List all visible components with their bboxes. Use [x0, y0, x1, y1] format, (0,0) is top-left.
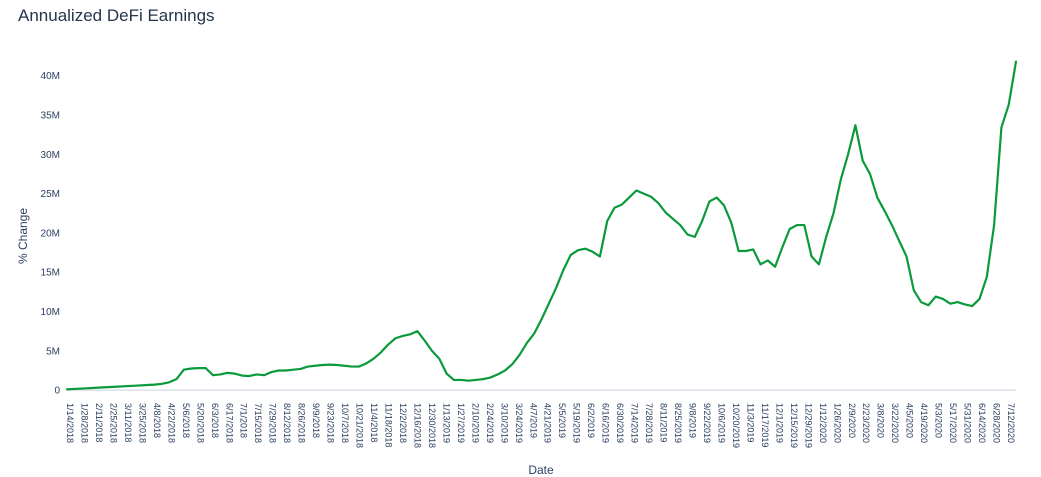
x-tick-label: 11/17/2019: [760, 403, 770, 447]
y-tick-label: 35M: [41, 111, 60, 122]
x-tick-label: 2/25/2018: [108, 403, 118, 443]
x-tick-label: 3/22/2020: [890, 403, 900, 443]
y-tick-label: 5M: [46, 346, 60, 357]
y-tick-labels: 0 5M 10M 15M 20M 25M 30M 35M 40M: [41, 71, 61, 396]
x-tick-label: 6/30/2019: [615, 403, 625, 443]
chart-title: Annualized DeFi Earnings: [18, 6, 215, 25]
x-tick-label: 5/19/2019: [572, 403, 582, 443]
x-tick-label: 4/22/2018: [166, 403, 176, 443]
x-tick-label: 1/13/2019: [441, 403, 451, 443]
series-line: [65, 60, 1018, 391]
x-tick-label: 9/9/2018: [311, 403, 321, 438]
x-tick-label: 4/21/2019: [543, 403, 553, 443]
x-tick-label: 3/24/2019: [514, 403, 524, 443]
y-tick-label: 10M: [41, 307, 60, 318]
x-tick-label: 1/27/2019: [456, 403, 466, 443]
x-tick-label: 6/3/2018: [210, 403, 220, 438]
x-tick-label: 1/12/2020: [818, 403, 828, 443]
x-tick-label: 12/30/2018: [427, 403, 437, 448]
x-tick-label: 8/26/2018: [297, 403, 307, 443]
x-tick-label: 12/2/2018: [398, 403, 408, 443]
x-tick-label: 12/16/2018: [412, 403, 422, 448]
x-tick-label: 7/14/2019: [630, 403, 640, 443]
x-tick-label: 10/6/2019: [716, 403, 726, 443]
x-tick-label: 7/12/2020: [1006, 403, 1016, 443]
x-tick-label: 6/28/2020: [992, 403, 1002, 443]
x-tick-label: 4/8/2018: [152, 403, 162, 438]
x-tick-label: 9/8/2019: [688, 403, 698, 438]
x-tick-label: 11/18/2018: [383, 403, 393, 447]
x-tick-label: 2/24/2019: [485, 403, 495, 443]
x-tick-label: 5/20/2018: [195, 403, 205, 443]
x-tick-label: 6/16/2019: [601, 403, 611, 443]
x-tick-label: 2/9/2020: [847, 403, 857, 438]
y-tick-label: 0: [54, 386, 60, 397]
x-tick-label: 9/22/2019: [702, 403, 712, 443]
x-tick-label: 7/29/2018: [268, 403, 278, 443]
x-tick-label: 1/26/2020: [832, 403, 842, 443]
x-tick-label: 2/11/2018: [94, 403, 104, 442]
x-tick-label: 5/6/2018: [181, 403, 191, 438]
y-tick-label: 25M: [41, 189, 60, 200]
x-tick-label: 11/4/2018: [369, 403, 379, 442]
x-tick-label: 7/15/2018: [253, 403, 263, 443]
x-tick-label: 9/23/2018: [326, 403, 336, 443]
x-tick-label: 3/11/2018: [123, 403, 133, 442]
x-tick-label: 10/20/2019: [731, 403, 741, 448]
y-tick-label: 15M: [41, 268, 60, 279]
x-tick-label: 1/28/2018: [79, 403, 89, 443]
x-tick-label: 1/14/2018: [65, 403, 75, 443]
y-axis-title: % Change: [16, 208, 30, 264]
x-tick-label: 5/31/2020: [963, 403, 973, 443]
y-tick-label: 20M: [41, 228, 60, 239]
x-tick-label: 10/7/2018: [340, 403, 350, 443]
y-tick-label: 30M: [41, 150, 60, 161]
x-tick-label: 12/1/2019: [774, 403, 784, 443]
x-tick-label: 5/3/2020: [934, 403, 944, 438]
x-tick-label: 2/10/2019: [470, 403, 480, 443]
x-tick-label: 7/1/2018: [239, 403, 249, 438]
x-tick-label: 3/25/2018: [137, 403, 147, 443]
x-tick-label: 5/5/2019: [557, 403, 567, 438]
x-tick-label: 6/2/2019: [586, 403, 596, 438]
x-tick-label: 10/21/2018: [355, 403, 365, 448]
x-tick-label: 8/12/2018: [282, 403, 292, 443]
x-tick-label: 3/8/2020: [876, 403, 886, 438]
y-gridlines: [67, 75, 1016, 391]
x-tick-label: 6/17/2018: [224, 403, 234, 443]
x-tick-label: 11/3/2019: [745, 403, 755, 442]
x-tick-label: 4/7/2019: [528, 403, 538, 438]
x-tick-label: 8/25/2019: [673, 403, 683, 443]
x-tick-label: 3/10/2019: [499, 403, 509, 443]
x-tick-label: 5/17/2020: [948, 403, 958, 443]
x-tick-label: 4/5/2020: [905, 403, 915, 438]
x-tick-label: 4/19/2020: [919, 403, 929, 443]
x-tick-label: 12/15/2019: [789, 403, 799, 448]
x-tick-label: 7/28/2019: [644, 403, 654, 443]
x-tick-label: 8/11/2019: [659, 403, 669, 442]
x-axis-title: Date: [528, 463, 554, 477]
x-tick-label: 12/29/2019: [803, 403, 813, 448]
y-tick-label: 40M: [41, 71, 60, 82]
x-tick-label: 2/23/2020: [861, 403, 871, 443]
x-tick-labels: 1/14/2018 1/28/2018 2/11/2018 2/25/2018 3/11…: [65, 403, 1016, 448]
x-tick-label: 6/14/2020: [977, 403, 987, 443]
